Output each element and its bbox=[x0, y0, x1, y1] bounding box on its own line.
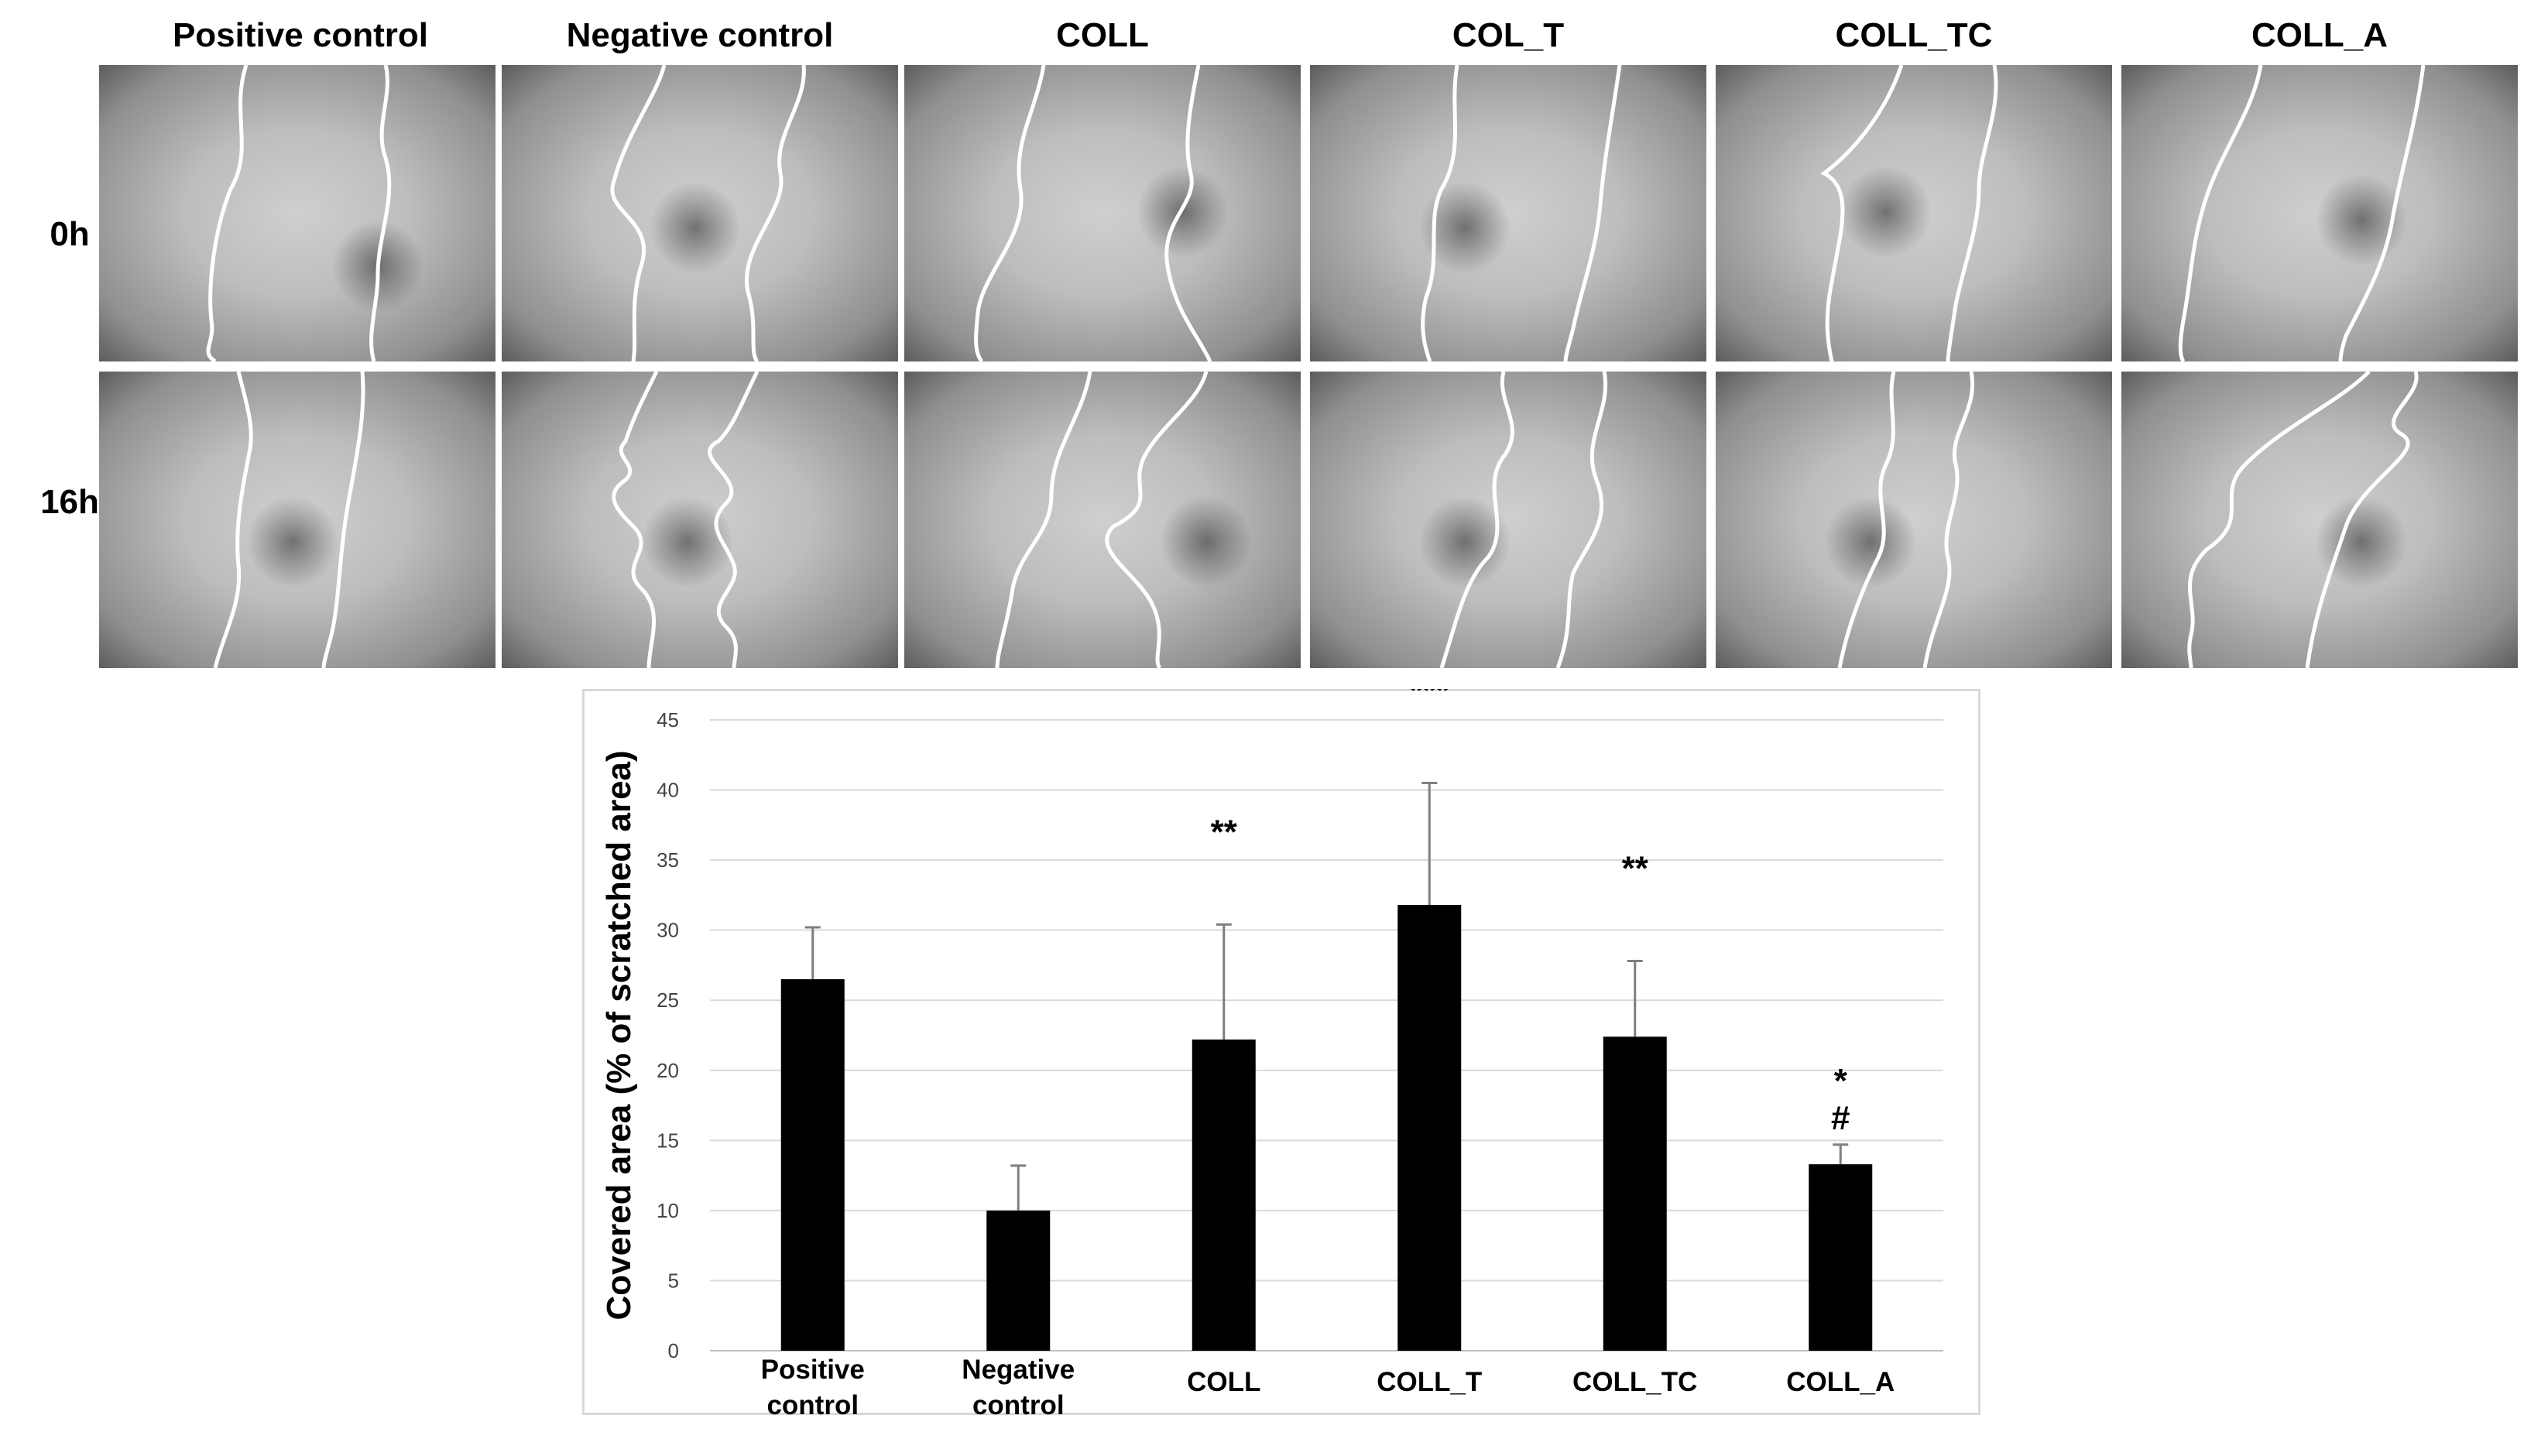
bar bbox=[1192, 1039, 1256, 1351]
bar bbox=[1809, 1164, 1873, 1351]
x-tick-label: COLL_T bbox=[1377, 1367, 1482, 1397]
micrograph-coll-16h bbox=[904, 372, 1301, 668]
x-tick-label: COLL_A bbox=[1786, 1367, 1895, 1397]
column-title-coll-a: COLL_A bbox=[2251, 16, 2388, 54]
significance-label: * bbox=[1834, 1062, 1848, 1100]
row-label-16h: 16h bbox=[40, 483, 99, 521]
x-tick-label: COLL_TC bbox=[1572, 1367, 1697, 1397]
micrograph-positive-control-0h bbox=[99, 65, 496, 361]
significance-label: ** bbox=[1622, 850, 1649, 888]
y-tick-label: 15 bbox=[657, 1129, 679, 1152]
x-tick-label: Positive bbox=[761, 1355, 865, 1385]
wound-edge-lines bbox=[206, 65, 392, 361]
bar-chart: 0 5 10 15 20 25 30 35 40 45 Covered area (% of scr… bbox=[600, 689, 1943, 1415]
bar bbox=[780, 979, 845, 1351]
y-tick-label: 25 bbox=[657, 988, 679, 1012]
column-title-negative-control: Negative control bbox=[566, 16, 834, 54]
y-axis-label: Covered area (% of scratched area) bbox=[600, 750, 638, 1320]
micrograph-col-t-0h bbox=[1310, 65, 1706, 361]
micrograph-coll-a-0h bbox=[2121, 65, 2518, 361]
bar bbox=[986, 1210, 1051, 1351]
y-tick-label: 0 bbox=[668, 1339, 679, 1362]
x-tick-label: control bbox=[766, 1390, 859, 1415]
y-tick-label: 20 bbox=[657, 1059, 679, 1082]
micrograph-coll-tc-16h bbox=[1716, 372, 2112, 668]
x-tick-label: control bbox=[972, 1390, 1065, 1415]
column-title-coll: COLL bbox=[1056, 16, 1149, 54]
micrograph-col-t-16h bbox=[1310, 372, 1706, 668]
y-tick-label: 30 bbox=[657, 919, 679, 942]
micrograph-positive-control-16h bbox=[99, 372, 496, 668]
micrograph-negative-control-16h bbox=[502, 372, 898, 668]
bar bbox=[1603, 1036, 1667, 1351]
x-tick-label: Negative bbox=[962, 1355, 1075, 1385]
bar bbox=[1397, 905, 1462, 1351]
column-title-coll-tc: COLL_TC bbox=[1835, 16, 1993, 54]
significance-label: ** bbox=[1211, 813, 1238, 851]
y-tick-label: 40 bbox=[657, 779, 679, 802]
micrograph-coll-0h bbox=[904, 65, 1301, 361]
significance-label: *** bbox=[1410, 689, 1450, 710]
column-title-col-t: COL_T bbox=[1452, 16, 1565, 54]
column-title-positive-control: Positive control bbox=[172, 16, 429, 54]
y-tick-label: 35 bbox=[657, 848, 679, 872]
micrograph-coll-tc-0h bbox=[1716, 65, 2112, 361]
significance-label: # bbox=[1831, 1099, 1850, 1137]
y-tick-label: 45 bbox=[657, 708, 679, 731]
micrograph-coll-a-16h bbox=[2121, 372, 2518, 668]
x-tick-label: COLL bbox=[1187, 1367, 1260, 1397]
y-tick-label: 10 bbox=[657, 1199, 679, 1222]
micrograph-negative-control-0h bbox=[502, 65, 898, 361]
y-tick-label: 5 bbox=[668, 1269, 679, 1292]
row-label-0h: 0h bbox=[50, 215, 90, 253]
